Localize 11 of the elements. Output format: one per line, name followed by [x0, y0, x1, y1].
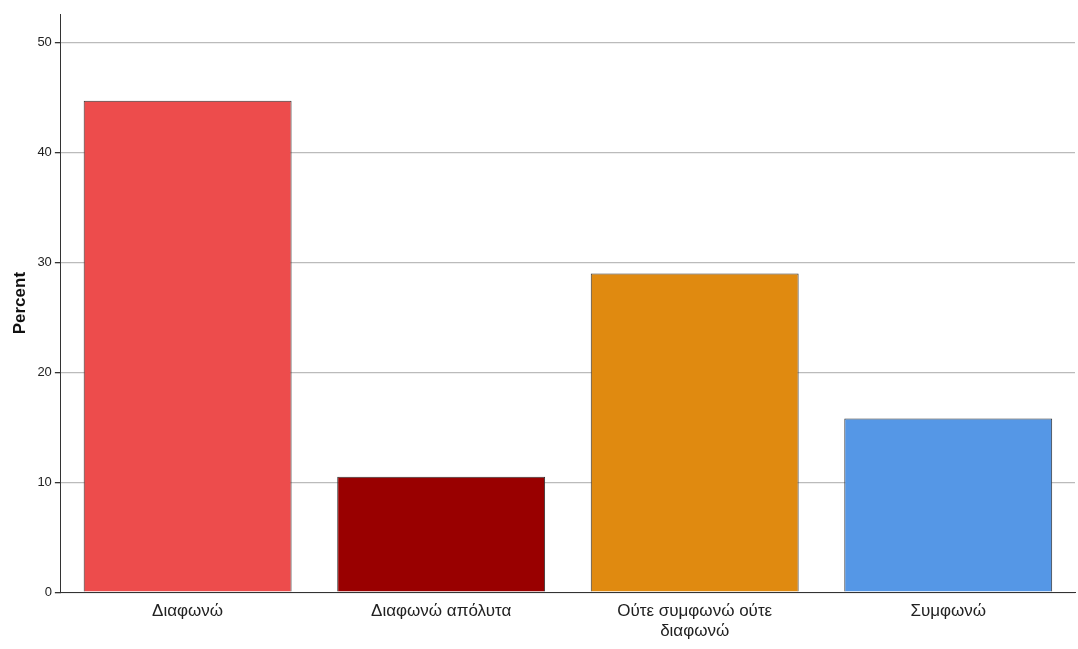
y-tick-label: 40	[37, 144, 52, 160]
x-tick-label: Διαφωνώ	[152, 601, 224, 621]
x-tick-label: Συμφωνώ	[910, 601, 987, 621]
y-tick-label: 20	[37, 363, 52, 379]
x-tick-label: Διαφωνώ απόλυτα	[371, 601, 512, 621]
y-tick-label: 50	[37, 34, 52, 50]
y-tick-label: 30	[37, 254, 52, 270]
x-tick-label: Ούτε συμφωνώ ούτε διαφωνώ	[617, 601, 773, 641]
y-tick-label: 10	[37, 473, 52, 489]
y-tick-label: 0	[44, 583, 52, 599]
y-axis-title: Percent	[9, 271, 29, 335]
